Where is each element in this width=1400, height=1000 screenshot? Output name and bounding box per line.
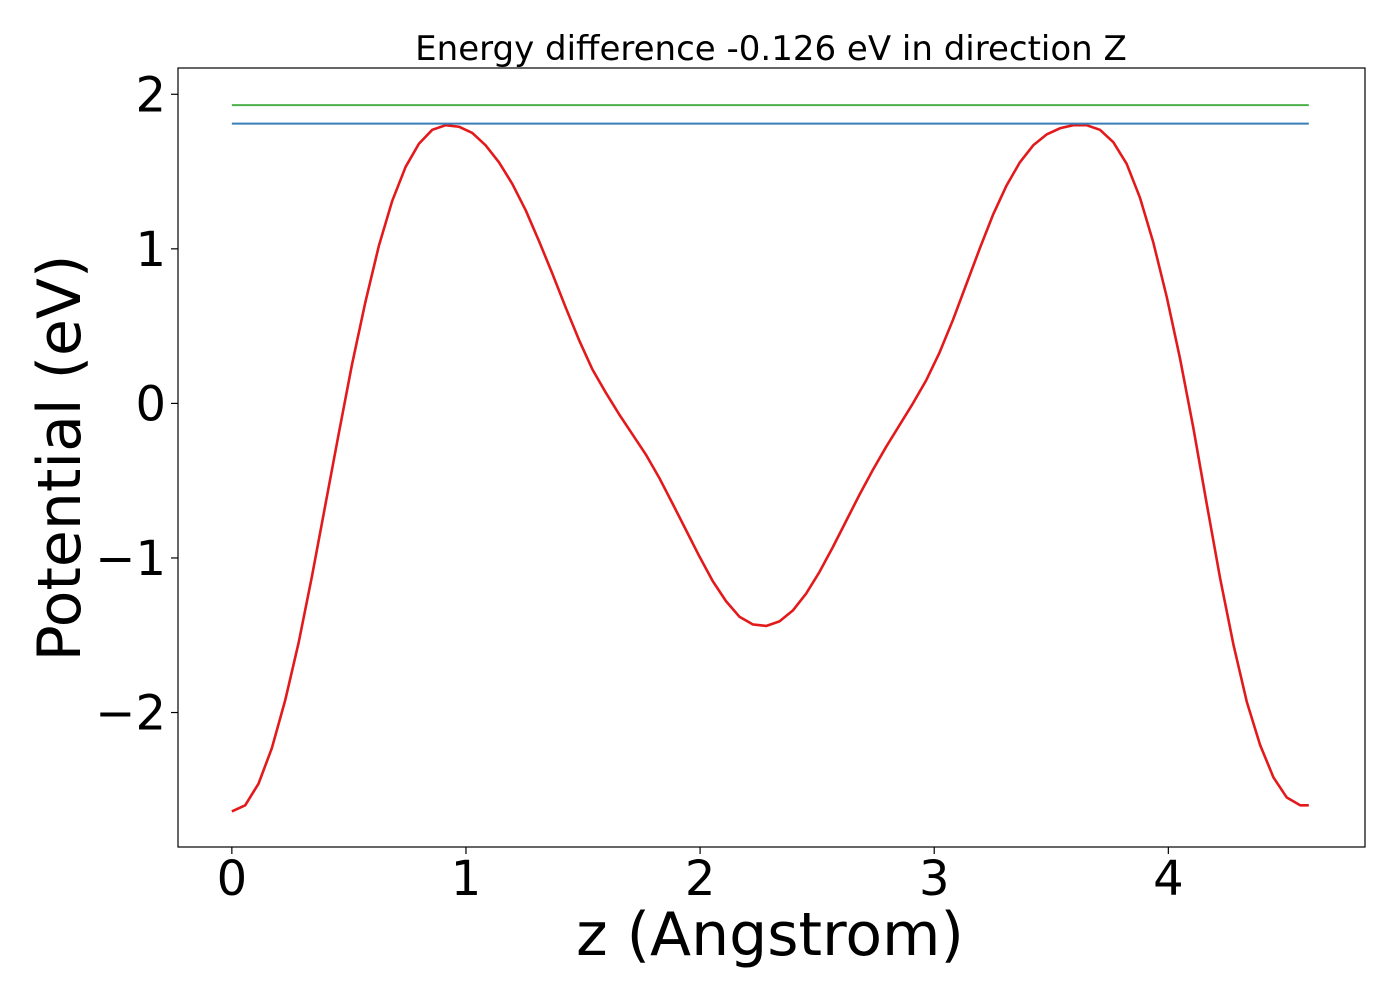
x-axis-ticks: 0 1 2 3 4 — [217, 847, 1184, 907]
y-axis-ticks: −2 −1 0 1 2 — [95, 67, 178, 742]
axes-frame — [177, 67, 1366, 848]
y-tick-label: 2 — [135, 67, 166, 123]
y-tick-label: −2 — [95, 686, 166, 742]
plot-area — [231, 104, 1309, 813]
x-tick-label: 1 — [451, 851, 482, 907]
x-tick-label: 2 — [685, 851, 716, 907]
x-tick-label: 3 — [919, 851, 950, 907]
chart-title: Energy difference -0.126 eV in direction… — [415, 29, 1127, 69]
y-axis-label: Potential (eV) — [25, 255, 95, 662]
y-tick-label: 0 — [135, 376, 166, 432]
y-tick-label: −1 — [95, 531, 166, 587]
x-tick-label: 4 — [1153, 851, 1184, 907]
x-tick-label: 0 — [217, 851, 248, 907]
potential-line — [231, 123, 1309, 813]
x-axis-label: z (Angstrom) — [576, 900, 964, 970]
y-tick-label: 1 — [135, 222, 166, 278]
